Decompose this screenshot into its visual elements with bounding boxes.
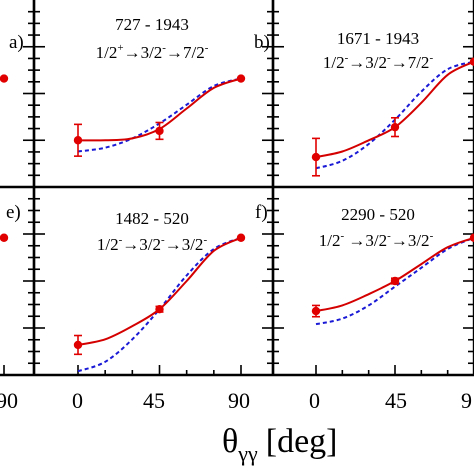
data-point xyxy=(0,233,9,242)
cascade-parity: - xyxy=(429,52,433,64)
panel-plot-area xyxy=(311,57,474,177)
panel-plot-area xyxy=(0,233,9,242)
panel-letter: b) xyxy=(254,32,270,53)
data-point xyxy=(236,233,246,242)
x-tick-label-45-left: 45 xyxy=(143,388,165,413)
data-point xyxy=(390,276,400,286)
cascade-parity: - xyxy=(205,42,209,54)
data-point xyxy=(469,57,474,66)
data-point xyxy=(73,136,83,145)
cascade-spin: →3/2 xyxy=(124,43,163,62)
x-tick-label-edge-left: 90 xyxy=(0,388,18,413)
cascade-parity: - xyxy=(203,234,207,246)
panel-title: 727 - 1943 xyxy=(115,15,189,34)
x-tick-label-45-right: 45 xyxy=(385,388,407,413)
panel-plot-area xyxy=(0,74,9,83)
cascade-spin: 1/2 xyxy=(323,53,345,72)
x-tick-label-0-right: 0 xyxy=(309,388,320,413)
data-point xyxy=(73,340,83,350)
cascade-spin: 1/2 xyxy=(96,43,118,62)
panel-plot-area xyxy=(311,233,474,326)
cascade-spin: →7/2 xyxy=(166,43,205,62)
cascade-spin: 1/2 xyxy=(97,235,119,254)
data-point xyxy=(469,233,474,242)
data-point xyxy=(236,74,246,83)
x-tick-label-90-left: 90 xyxy=(228,388,250,413)
cascade-parity: - xyxy=(162,42,166,54)
cascade-parity: - xyxy=(341,230,345,242)
data-point xyxy=(311,152,321,162)
panel-letter: f) xyxy=(255,202,268,223)
panel-title: 1482 - 520 xyxy=(115,209,189,228)
cascade-parity: - xyxy=(119,234,123,246)
panel-cascade: 1/2- →3/2-→3/2- xyxy=(319,230,434,250)
panel-title: 1671 - 1943 xyxy=(337,29,419,48)
x-tick-label-0-left: 0 xyxy=(72,388,83,413)
cascade-parity: - xyxy=(430,230,434,242)
cascade-parity: - xyxy=(345,52,349,64)
panel-title: 2290 - 520 xyxy=(341,205,415,224)
cascade-spin: →3/2 xyxy=(391,231,430,250)
data-point xyxy=(155,126,164,136)
x-tick-label-edge-right: 9 xyxy=(461,388,472,413)
theory-curve xyxy=(77,236,242,373)
panel-letter: e) xyxy=(6,202,21,223)
x-axis-title: θγγ [deg] xyxy=(222,423,338,466)
data-point xyxy=(311,306,321,316)
data-point xyxy=(0,74,9,83)
panel-letter: a) xyxy=(9,32,24,53)
cascade-spin: →7/2 xyxy=(391,53,430,72)
panel-plot-area xyxy=(73,74,246,157)
cascade-spin: →3/2 xyxy=(344,231,387,250)
x-axis-subscript: γγ xyxy=(237,441,258,466)
cascade-parity: - xyxy=(161,234,165,246)
data-point xyxy=(390,122,400,132)
data-point xyxy=(155,305,164,314)
cascade-parity: + xyxy=(117,42,123,54)
x-axis-unit: [deg] xyxy=(266,423,338,460)
cascade-spin: 1/2 xyxy=(319,231,341,250)
cascade-parity: - xyxy=(387,230,391,242)
panel-cascade: 1/2+→3/2-→7/2- xyxy=(96,42,209,62)
cascade-parity: - xyxy=(387,52,391,64)
cascade-spin: →3/2 xyxy=(122,235,161,254)
x-axis-theta: θ xyxy=(222,423,238,460)
panel-plot-area xyxy=(73,233,246,373)
cascade-spin: →3/2 xyxy=(165,235,204,254)
panel-cascade: 1/2-→3/2-→3/2- xyxy=(97,234,208,254)
cascade-spin: →3/2 xyxy=(348,53,387,72)
panel-cascade: 1/2-→3/2-→7/2- xyxy=(323,52,434,72)
